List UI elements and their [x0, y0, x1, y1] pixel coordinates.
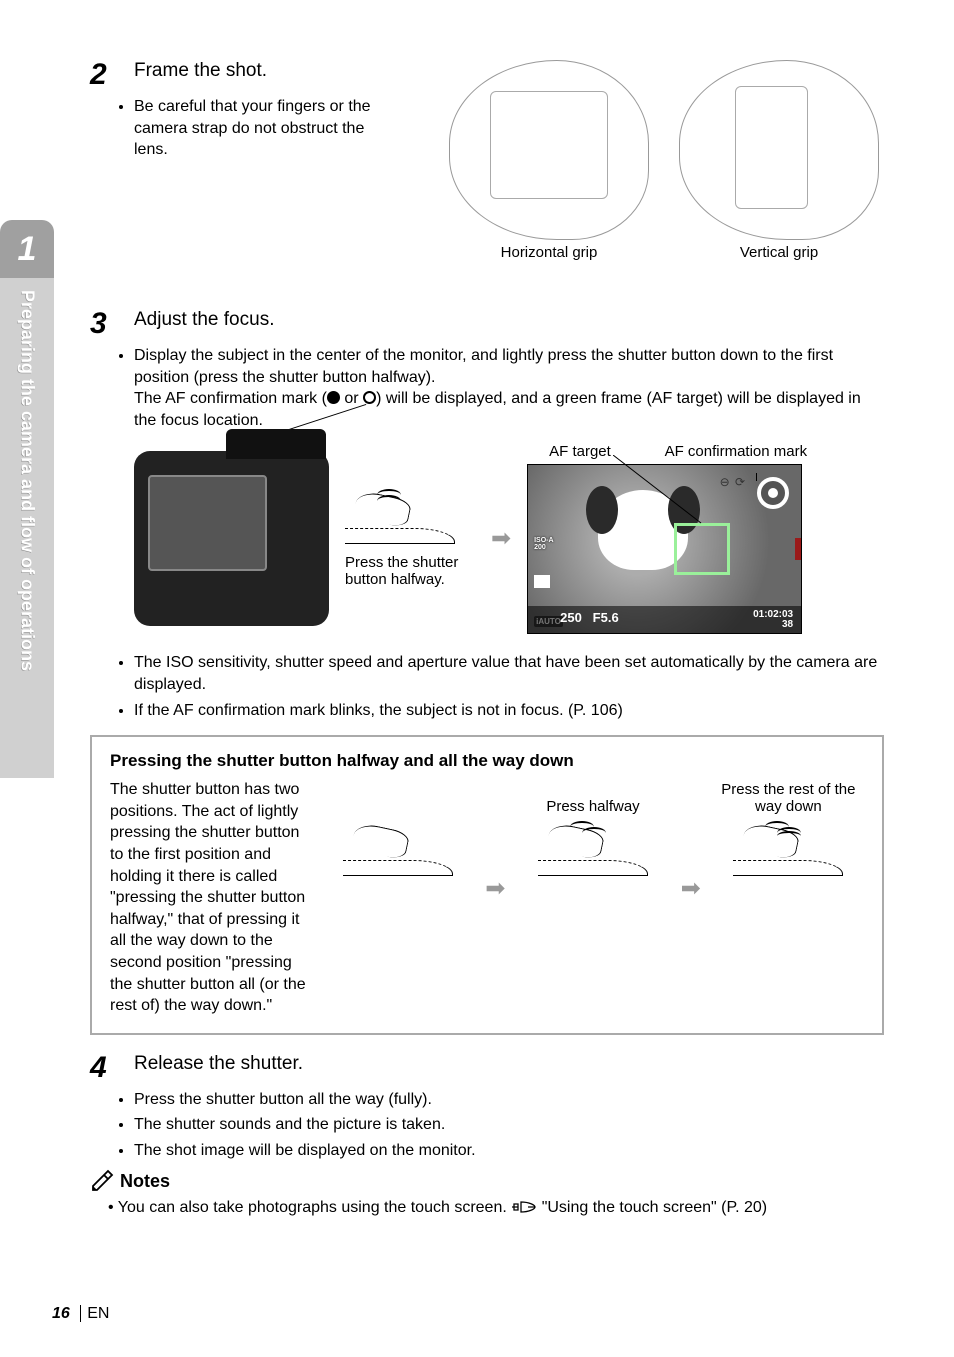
af-target-leader-line	[613, 455, 713, 525]
press-full-diagram	[733, 821, 843, 876]
text: or	[340, 390, 363, 407]
grip-label: Horizontal grip	[444, 244, 654, 261]
text: Display the subject in the center of the…	[134, 347, 833, 386]
notes-heading: Notes	[120, 1171, 170, 1192]
notes-text: You can also take photographs using the …	[90, 1197, 884, 1221]
bullet-text: Display the subject in the center of the…	[134, 345, 884, 431]
aperture-value: F5.6	[593, 610, 619, 625]
aspect-icon	[534, 575, 550, 588]
press-start-diagram	[343, 821, 453, 876]
info-box-text: The shutter button has two positions. Th…	[110, 779, 310, 1017]
page-language: EN	[80, 1305, 109, 1322]
af-target-frame	[674, 523, 730, 575]
focus-illustration-row: Press the shutter button halfway. ➡ AF t…	[134, 443, 884, 634]
bullet-text: The shot image will be displayed on the …	[134, 1140, 884, 1162]
step-4-bullets: Press the shutter button all the way (fu…	[90, 1089, 884, 1162]
page-number: 16	[52, 1305, 70, 1322]
step-title: Frame the shot.	[134, 60, 390, 82]
info-box-title: Pressing the shutter button halfway and …	[110, 751, 864, 771]
monitor-footer: 250 F5.6 01:02:03 38	[528, 606, 801, 633]
step-title: Release the shutter.	[134, 1053, 884, 1075]
bullet-text: If the AF confirmation mark blinks, the …	[134, 700, 884, 722]
camera-monitor-preview: ⊖ ⟳ ISO-A200 iAUTO 250 F5.6 01:02:03	[527, 464, 802, 634]
filled-circle-icon	[327, 391, 340, 404]
bullet-text: The shutter sounds and the picture is ta…	[134, 1114, 884, 1136]
step-number: 3	[90, 309, 118, 339]
diagram-label: Press the rest of the way down	[713, 779, 864, 815]
step-3-bullets-bottom: The ISO sensitivity, shutter speed and a…	[90, 652, 884, 721]
vertical-grip-illustration	[679, 60, 879, 240]
arrow-right-icon: ➡	[681, 874, 701, 903]
notes-pencil-icon	[90, 1169, 114, 1193]
top-indicator-icons: ⊖ ⟳	[720, 475, 746, 489]
step-2: 2 Frame the shot.	[90, 60, 390, 90]
text: You can also take photographs using the …	[118, 1199, 511, 1216]
af-target-label: AF target	[549, 443, 611, 460]
arrow-right-icon: ➡	[485, 874, 505, 903]
shutter-press-info-box: Pressing the shutter button halfway and …	[90, 735, 884, 1035]
page-footer: 16 EN	[52, 1305, 109, 1323]
step-3-bullets-top: Display the subject in the center of the…	[90, 345, 884, 431]
bullet-text: Be careful that your fingers or the came…	[134, 96, 390, 161]
step-number: 4	[90, 1053, 118, 1083]
frames-remaining-value: 38	[782, 619, 793, 630]
horizontal-grip-illustration	[449, 60, 649, 240]
step-title: Adjust the focus.	[134, 309, 884, 331]
camera-back-illustration	[134, 451, 329, 626]
press-halfway-diagram	[538, 821, 648, 876]
text: The AF confirmation mark (	[134, 390, 327, 407]
step-3: 3 Adjust the focus.	[90, 309, 884, 339]
press-caption: Press the shutter button halfway.	[345, 554, 475, 588]
diagram-label: Press halfway	[517, 779, 668, 815]
bullet-text: Press the shutter button all the way (fu…	[134, 1089, 884, 1111]
step-4: 4 Release the shutter.	[90, 1053, 884, 1083]
diagram-label-empty	[322, 779, 473, 815]
step-number: 2	[90, 60, 118, 90]
step-2-bullets: Be careful that your fingers or the came…	[90, 96, 390, 161]
exposure-bar-icon	[795, 538, 801, 560]
grip-label: Vertical grip	[674, 244, 884, 261]
press-halfway-diagram	[345, 489, 455, 544]
pointing-hand-icon	[511, 1199, 537, 1221]
shutter-speed-value: 250	[560, 610, 582, 625]
text: "Using the touch screen" (P. 20)	[542, 1199, 767, 1216]
bullet-text: The ISO sensitivity, shutter speed and a…	[134, 652, 884, 695]
hollow-circle-icon	[363, 391, 376, 404]
arrow-right-icon: ➡	[491, 524, 511, 553]
notes-section: Notes You can also take photographs usin…	[90, 1169, 884, 1221]
iso-indicator: ISO-A200	[534, 537, 553, 551]
grip-illustrations: Horizontal grip Vertical grip	[408, 60, 884, 261]
